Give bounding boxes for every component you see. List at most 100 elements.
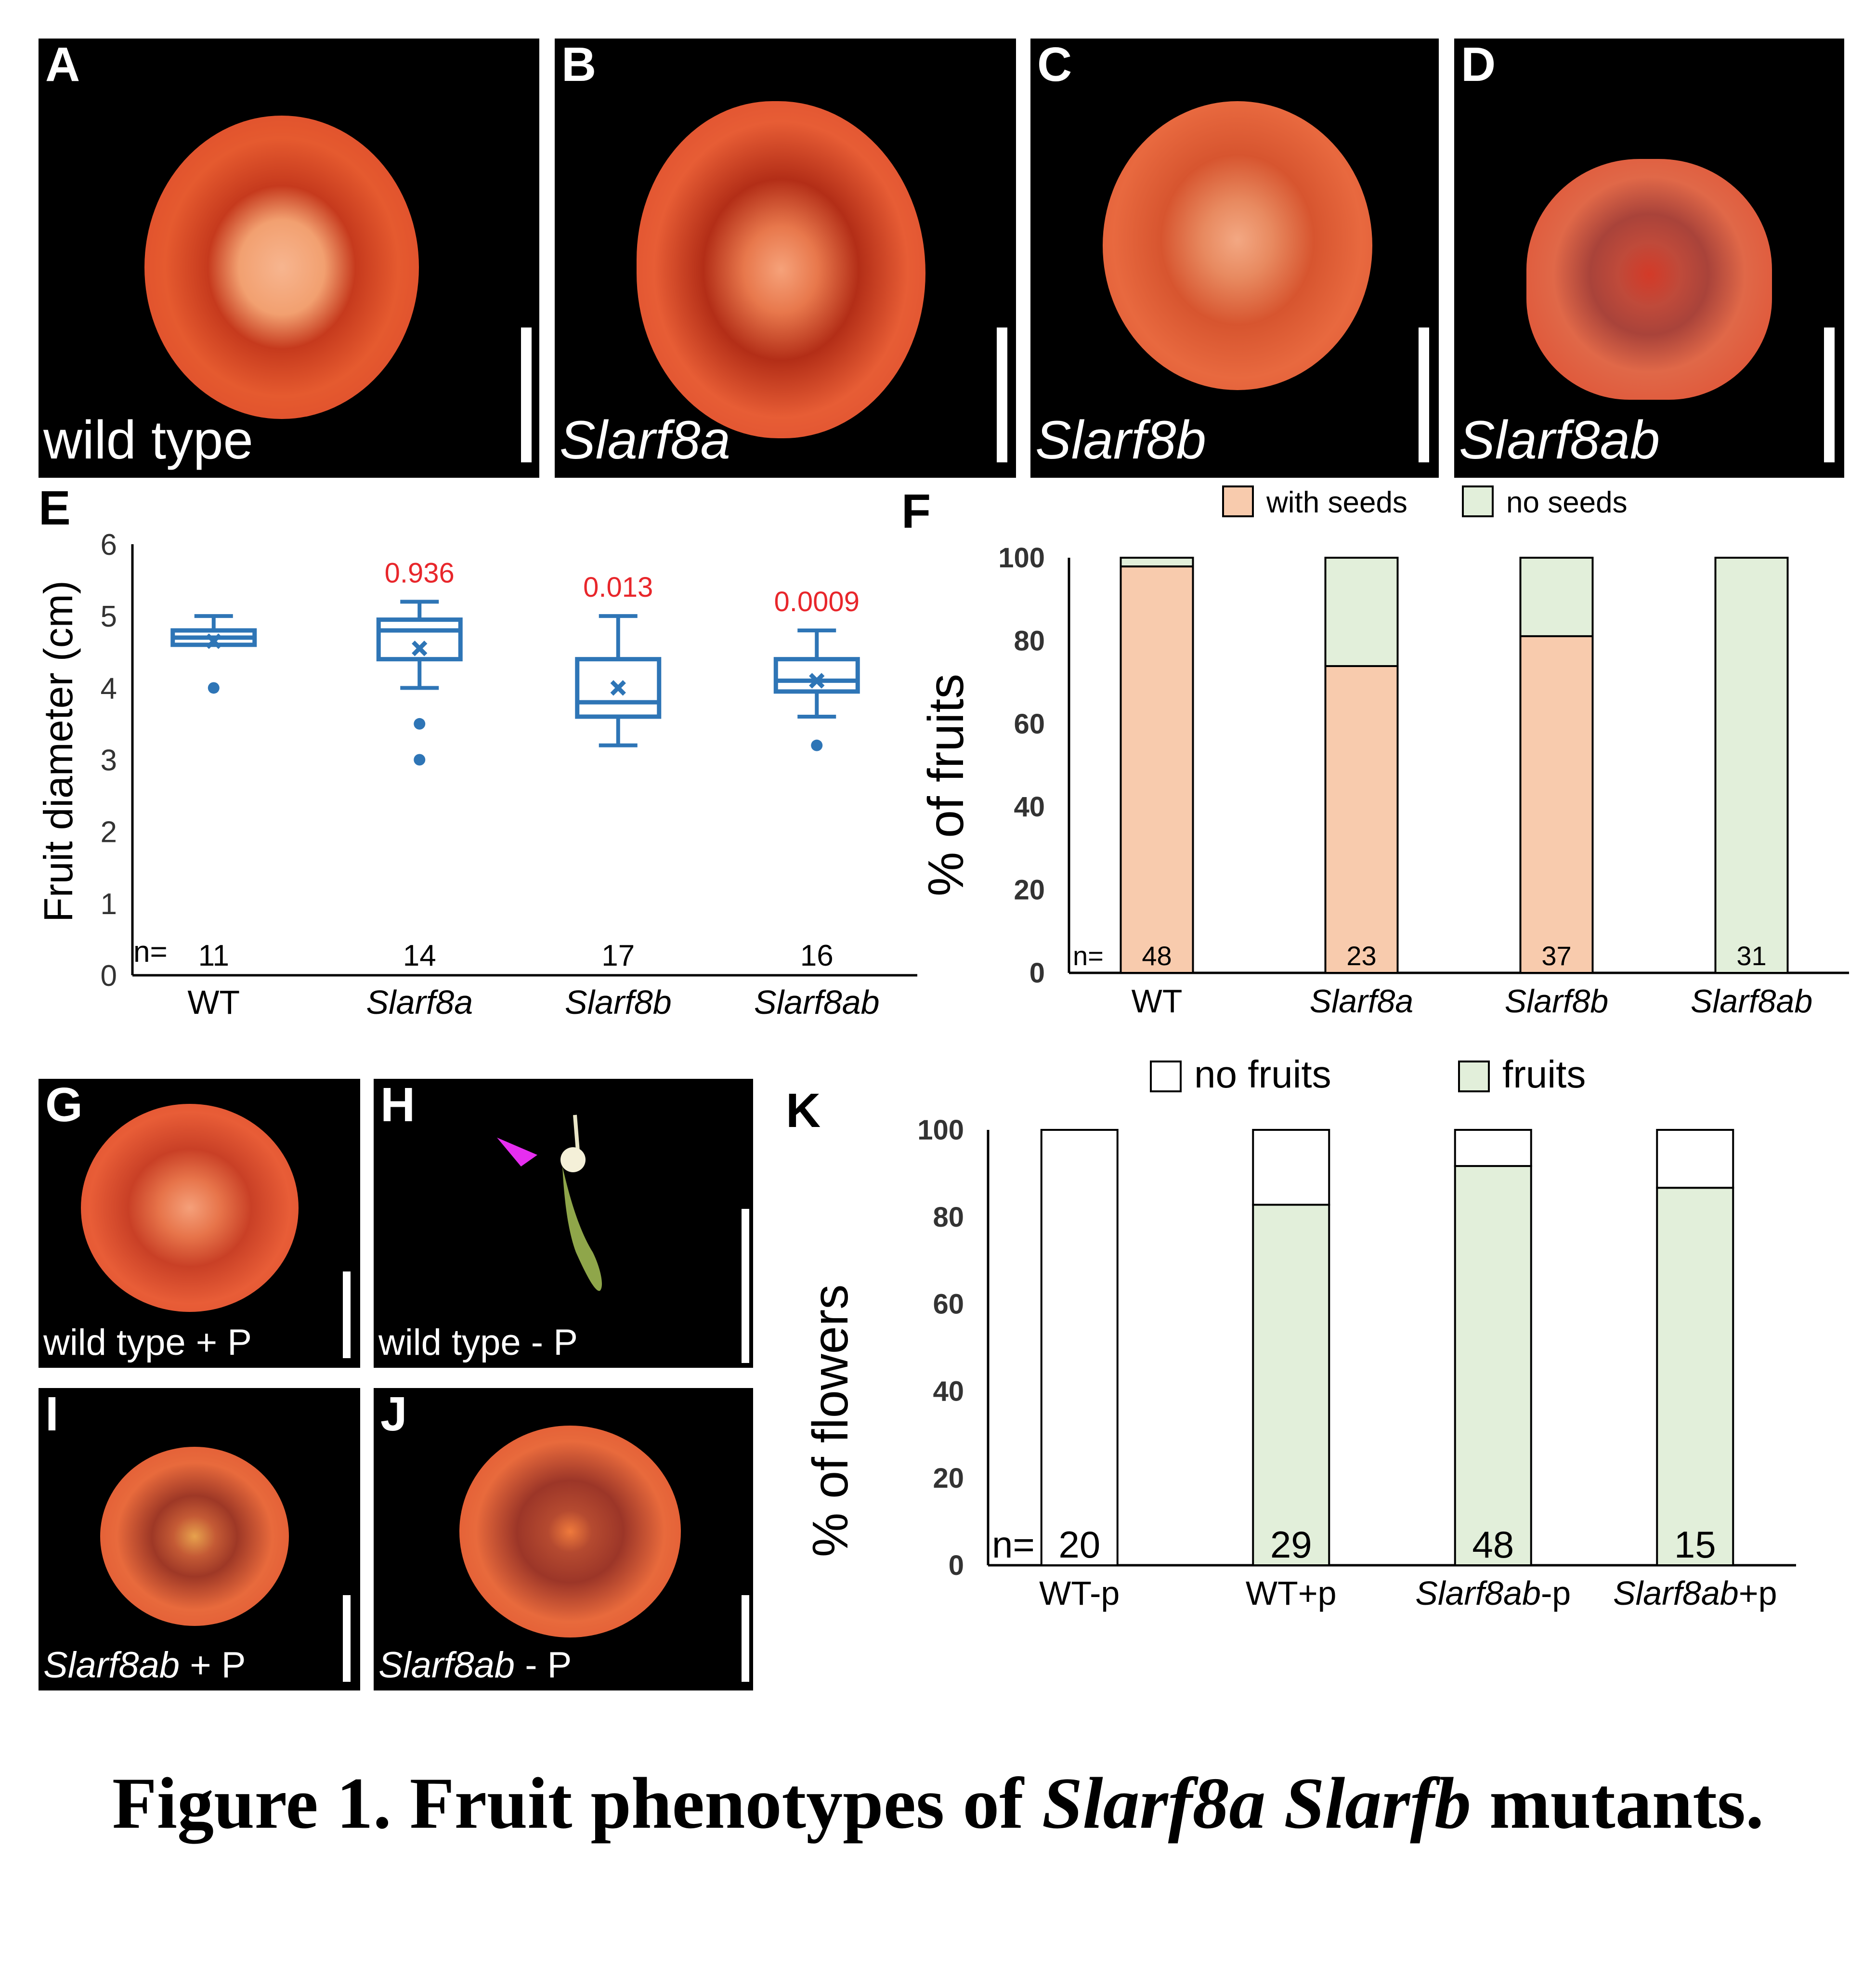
stacked-bar-WT+p — [1252, 1129, 1330, 1567]
chart-k-flowers: % of flowers no fruits fruits 0 20 40 60 80 10… — [803, 1053, 1796, 1612]
n-count-label: 16 — [800, 939, 834, 972]
y-tick-label: 2 — [101, 816, 117, 849]
scale-bar — [343, 1595, 351, 1682]
p-value-label: 0.936 — [385, 557, 455, 589]
x-tick-label: Slarf8ab-p — [1415, 1574, 1571, 1612]
fruit-cross-section-b — [637, 101, 925, 438]
y-tick-label: 1 — [101, 888, 117, 921]
panel-caption-j: Slarf8ab - P — [378, 1645, 572, 1686]
panel-j-photo: J Slarf8ab - P — [374, 1388, 753, 1690]
bar-segment-with-seeds — [1120, 565, 1194, 974]
figure-caption: Figure 1. Fruit phenotypes of Slarf8a Sl… — [112, 1763, 1764, 1844]
y-tick-label: 4 — [101, 672, 117, 705]
fruit-cross-section-j — [459, 1426, 681, 1638]
stacked-bar-Slarf8ab+p — [1656, 1129, 1734, 1566]
scale-bar — [1824, 328, 1835, 462]
legend-label: with seeds — [1266, 486, 1407, 519]
legend-label: no seeds — [1506, 486, 1628, 519]
p-value-label: 0.013 — [583, 572, 653, 603]
n-count-label: 20 — [1058, 1523, 1100, 1566]
bar-segment-no-seeds — [1120, 557, 1194, 568]
bar-segment-fruits — [1454, 1165, 1532, 1567]
legend-label: no fruits — [1194, 1053, 1331, 1096]
scale-bar — [1419, 328, 1429, 462]
bar-segment-no-fruits — [1040, 1129, 1119, 1566]
y-tick-label: 40 — [933, 1376, 964, 1407]
mean-marker — [412, 641, 428, 656]
panel-label-h: H — [380, 1079, 416, 1132]
scale-bar — [997, 328, 1007, 462]
x-tick-label-plain: +p — [1739, 1574, 1777, 1612]
n-count-label: 11 — [198, 939, 229, 972]
stacked-bar-WT — [1120, 557, 1194, 974]
bar-segment-no-fruits — [1252, 1129, 1330, 1206]
panel-label-c: C — [1037, 39, 1072, 92]
bar-segment-no-fruits — [1656, 1129, 1734, 1189]
y-axis-title: Fruit diameter (cm) — [36, 580, 81, 922]
panel-caption-g: wild type + P — [43, 1322, 252, 1363]
n-count-label: 17 — [601, 939, 635, 972]
chart-f-seed-fruits: % of fruits with seeds no seeds 0 20 40 60 80… — [918, 485, 1849, 1020]
fruit-cross-section-d — [1526, 159, 1772, 400]
panel-caption-d: Slarf8ab — [1459, 410, 1660, 470]
y-tick-label: 80 — [1014, 625, 1045, 656]
bar-segment-with-seeds — [1519, 635, 1594, 974]
y-tick-label: 20 — [933, 1463, 964, 1494]
stacked-bar-Slarf8b — [1519, 557, 1594, 974]
box-plot-Slarf8ab — [773, 629, 860, 751]
stacked-bar-Slarf8ab — [1714, 557, 1789, 974]
fruit-cross-section-g — [81, 1104, 299, 1312]
chart-e-fruit-diameter: Fruit diameter (cm) 0 1 2 3 4 5 6 n= 11 WT 0.936 1… — [36, 528, 917, 1021]
fruit-cross-section-a — [144, 116, 419, 419]
x-tick-label: WT — [1132, 983, 1183, 1020]
flower-ovary-image — [497, 1114, 602, 1291]
outlier-point — [208, 682, 220, 694]
n-count-label: 14 — [403, 939, 436, 972]
panel-label-k: K — [786, 1084, 821, 1138]
n-prefix-label: n= — [992, 1523, 1035, 1566]
legend-swatch — [1222, 485, 1254, 517]
stacked-bar-Slarf8a — [1324, 557, 1399, 974]
panel-label-i: I — [45, 1388, 59, 1441]
x-tick-label: Slarf8ab — [754, 983, 880, 1021]
panel-b-photo: B Slarf8a — [555, 39, 1016, 478]
fruit-cross-section-c — [1103, 101, 1372, 390]
box-iqr — [376, 617, 463, 662]
panel-c-photo: C Slarf8b — [1030, 39, 1439, 478]
x-tick-label: Slarf8a — [1310, 983, 1413, 1020]
scale-bar — [742, 1209, 749, 1363]
bar-segment-no-seeds — [1714, 557, 1789, 974]
n-count-label: 37 — [1541, 941, 1571, 971]
box-plot-WT — [170, 614, 257, 694]
bar-segment-no-seeds — [1519, 557, 1594, 637]
arrowhead-pointer — [497, 1138, 537, 1166]
panel-caption-i: Slarf8ab + P — [43, 1645, 246, 1686]
box-plot-Slarf8b — [575, 614, 662, 747]
y-tick-label: 100 — [998, 542, 1045, 574]
y-tick-label: 5 — [101, 600, 117, 633]
x-tick-label-italic: Slarf8ab — [1613, 1574, 1739, 1612]
n-prefix-label: n= — [133, 935, 168, 969]
panel-caption-h: wild type - P — [378, 1322, 578, 1363]
n-count-label: 15 — [1674, 1523, 1716, 1566]
panel-caption-c: Slarf8b — [1035, 410, 1206, 470]
panel-label-a: A — [45, 39, 80, 92]
mean-marker — [206, 633, 221, 649]
x-tick-label: Slarf8ab+p — [1613, 1574, 1777, 1612]
bar-segment-fruits — [1656, 1187, 1734, 1566]
y-tick-label: 60 — [933, 1289, 964, 1320]
legend-swatch — [1462, 485, 1494, 517]
legend-swatch — [1150, 1061, 1182, 1092]
x-tick-label: WT-p — [1039, 1574, 1120, 1612]
legend-label: fruits — [1502, 1053, 1586, 1096]
panel-g-photo: G wild type + P — [39, 1079, 360, 1368]
panel-label-b: B — [561, 39, 597, 92]
panel-caption-a: wild type — [43, 410, 253, 470]
bar-segment-fruits — [1252, 1204, 1330, 1567]
n-count-label: 23 — [1346, 941, 1376, 971]
stacked-bar-Slarf8ab-p — [1454, 1129, 1532, 1567]
scale-bar — [742, 1595, 749, 1682]
panel-label-j: J — [380, 1388, 407, 1441]
panel-label-f: F — [901, 485, 931, 538]
n-count-label: 48 — [1142, 941, 1172, 971]
